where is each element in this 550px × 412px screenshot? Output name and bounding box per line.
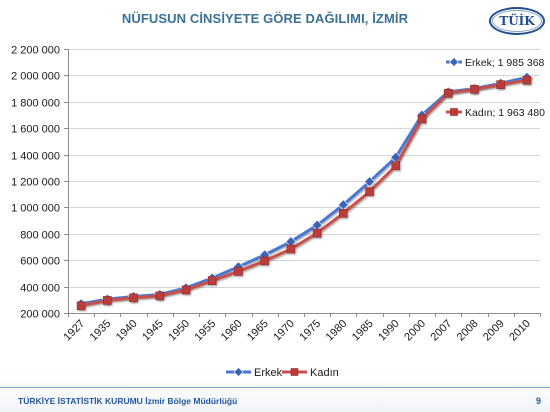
data-label-text: Kadın; 1 963 480: [465, 107, 545, 119]
data-point: [129, 293, 138, 303]
y-axis: 200 000 400 000 600 000 800 000 1 000 000 1 2…: [11, 45, 69, 321]
slide-title: NÜFUSUN CİNSİYETE GÖRE DAĞILIMI, İZMİR: [121, 11, 409, 26]
data-label-background: [444, 104, 546, 120]
data-point: [365, 187, 374, 196]
data-point: [312, 228, 322, 238]
x-tick-label: 2009: [481, 318, 507, 344]
y-tick-label: 800 000: [20, 230, 60, 242]
data-point: [207, 276, 217, 285]
legend-key-marker: [290, 368, 299, 376]
legend-label: Erkek: [254, 367, 283, 379]
y-tick-label: 2 000 000: [11, 71, 60, 83]
x-tick-label: 1975: [297, 318, 323, 344]
footer-unit: İzmir Bölge Müdürlüğü: [145, 396, 238, 406]
data-label: Kadın; 1 963 480: [444, 104, 546, 120]
y-tick-label: 200 000: [20, 309, 60, 321]
data-point: [155, 291, 165, 301]
x-tick-label: 1965: [245, 318, 271, 344]
legend-label: Kadın: [310, 367, 339, 379]
y-tick-label: 600 000: [20, 256, 60, 268]
legend: Erkek Kadın: [226, 367, 339, 379]
data-point: [76, 301, 86, 311]
legend-item: Erkek: [226, 367, 283, 379]
footer-organization: TÜRKİYE İSTATİSTİK KURUMU: [18, 396, 143, 406]
data-label: Erkek; 1 985 368: [444, 54, 546, 70]
x-tick-label: 2008: [455, 318, 481, 344]
x-tick-label: 1945: [140, 318, 166, 344]
data-point: [522, 75, 532, 85]
y-tick-label: 1 400 000: [11, 151, 60, 163]
series-line: [80, 78, 528, 308]
x-axis: 1927 1935 1940 1945 1950 1955 1960 1965 1970 1975…: [61, 313, 541, 344]
data-point: [260, 256, 269, 266]
data-point: [234, 267, 243, 276]
x-tick-label: 1990: [376, 318, 402, 344]
footer-rule: [0, 387, 550, 388]
legend-key-marker: [233, 367, 244, 377]
data-point: [496, 80, 505, 89]
footer: TÜRKİYE İSTATİSTİK KURUMU İzmir Bölge Mü…: [18, 396, 237, 406]
x-tick-label: 1940: [114, 318, 140, 344]
x-tick-label: 1950: [166, 318, 192, 344]
y-tick-label: 1 800 000: [11, 98, 60, 110]
x-tick-label: 2010: [507, 318, 533, 344]
y-tick-label: 1 200 000: [11, 177, 60, 189]
data-point: [364, 176, 375, 188]
x-tick-label: 2000: [402, 318, 428, 344]
y-tick-label: 1 600 000: [11, 124, 60, 136]
tuik-logo: TÜİK: [489, 7, 545, 35]
x-tick-label: 2007: [429, 318, 455, 344]
data-point: [286, 244, 296, 254]
x-tick-label: 1980: [324, 318, 350, 344]
y-tick-label: 2 200 000: [11, 45, 60, 57]
legend-item: Kadın: [282, 367, 339, 379]
x-tick-label: 1955: [193, 318, 219, 344]
x-tick-label: 1970: [271, 318, 297, 344]
data-label-text: Erkek; 1 985 368: [465, 57, 545, 69]
x-tick-label: 1927: [61, 318, 87, 344]
data-point: [470, 84, 479, 94]
data-label-key-marker: [450, 108, 458, 116]
x-tick-label: 1960: [219, 318, 245, 344]
data-point: [391, 161, 401, 171]
data-point: [339, 209, 348, 218]
data-label-key-marker: [449, 57, 459, 67]
data-point: [417, 114, 427, 124]
data-point: [181, 285, 191, 295]
data-point: [103, 296, 112, 305]
page-number: 9: [535, 396, 541, 406]
data-label-background: [444, 54, 546, 70]
data-point: [443, 88, 453, 98]
y-tick-label: 1 000 000: [11, 203, 60, 215]
x-tick-label: 1985: [350, 318, 376, 344]
x-tick-label: 1935: [88, 318, 114, 344]
y-tick-label: 400 000: [20, 283, 60, 295]
series-kadin: [76, 75, 532, 311]
